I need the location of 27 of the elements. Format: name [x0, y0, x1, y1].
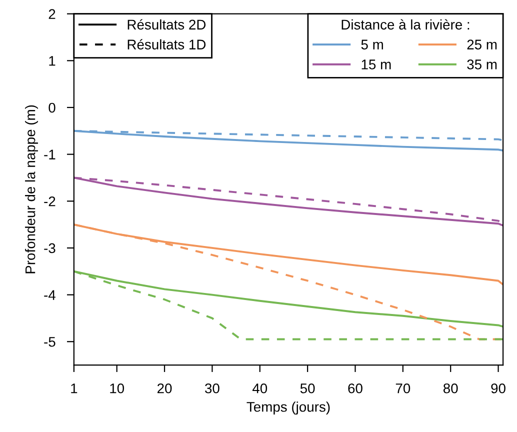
legend-label: Résultats 1D: [128, 39, 206, 50]
y-tick-label: -3: [44, 243, 56, 254]
x-tick-label: 70: [396, 383, 410, 394]
x-tick-label: 10: [110, 383, 124, 394]
legend-label: 5 m: [361, 40, 383, 50]
y-tick-label: 2: [48, 9, 56, 19]
x-tick-label: 20: [157, 383, 172, 394]
y-tick-label: -4: [44, 290, 56, 300]
legend-label: 15 m: [362, 60, 391, 70]
legend-label: Résultats 2D: [128, 19, 206, 30]
x-tick-label: 60: [348, 383, 362, 394]
x-tick-label: 80: [443, 383, 458, 394]
y-tick-label: -1: [44, 150, 56, 160]
y-tick-label: 0: [48, 102, 56, 113]
legend-label: 25 m: [467, 40, 497, 50]
x-axis-title: Temps (jours): [246, 402, 330, 415]
legend-label: 35 m: [467, 60, 497, 70]
x-tick-label: 90: [491, 383, 506, 394]
legend-title: Distance à la rivière :: [342, 19, 470, 30]
x-tick-label: 30: [205, 383, 220, 394]
y-tick-label: -2: [44, 196, 56, 206]
y-tick-label: 1: [49, 56, 56, 66]
x-tick-label: 40: [252, 383, 268, 394]
y-tick-label: -5: [44, 337, 56, 347]
x-tick-label: 1: [71, 384, 78, 394]
y-axis-title: Profondeur de la nappe (m): [25, 105, 38, 274]
x-tick-label: 50: [300, 383, 315, 394]
